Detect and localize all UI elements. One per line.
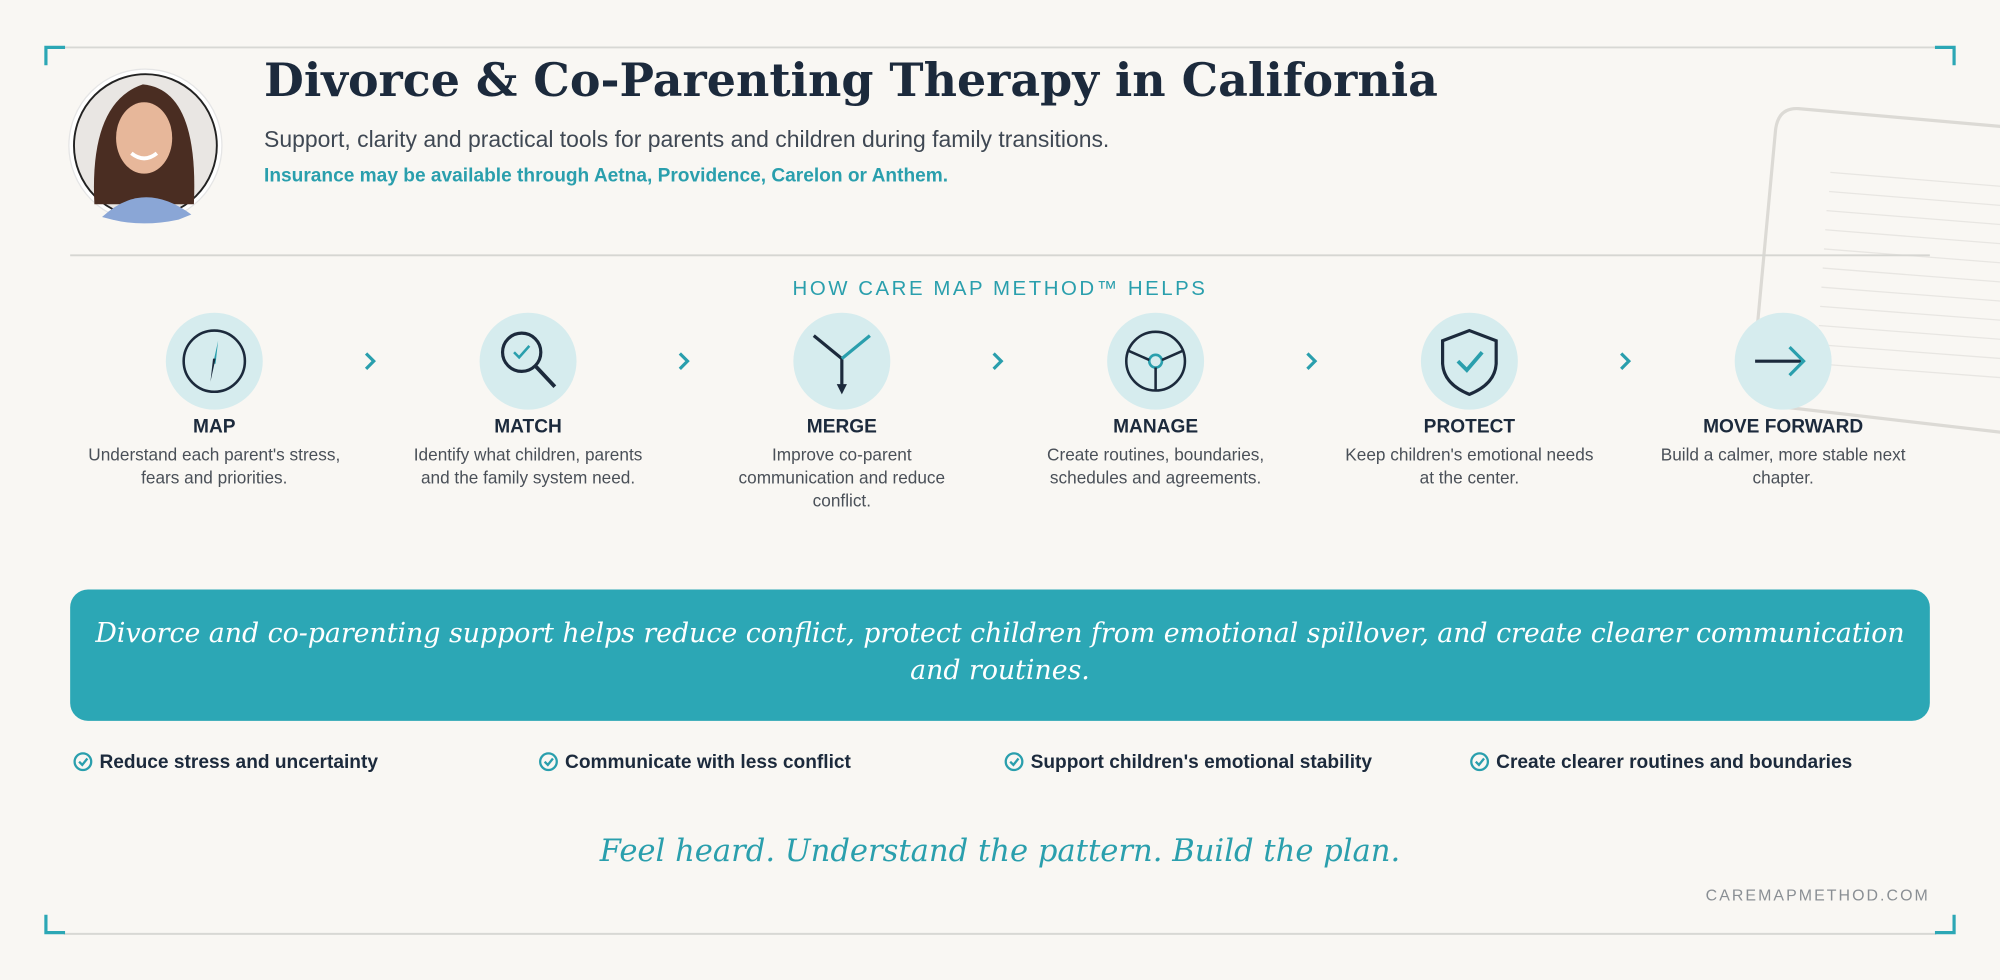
- banner-line: Divorce and co-parenting support helps r…: [94, 618, 1904, 649]
- icon-shield: [1441, 328, 1498, 397]
- step: MOVE FORWARD Build a calmer, more stable …: [1661, 312, 1906, 488]
- benefit: Reduce stress and uncertainty: [99, 752, 378, 773]
- title: Divorce & Co-Parenting Therapy in Califo…: [264, 53, 1438, 107]
- step: MANAGE Create routines, boundaries, schedu…: [1047, 312, 1264, 488]
- check-mark: [1474, 757, 1485, 767]
- method-heading: HOW CARE MAP METHOD™ HELPS: [793, 278, 1208, 300]
- step-title: MAP: [193, 417, 236, 438]
- step-title: MATCH: [494, 417, 562, 438]
- step-title: MERGE: [807, 417, 877, 438]
- website: CAREMAPMETHOD.COM: [1706, 888, 1930, 905]
- step-description: Identify what children, parents: [414, 445, 643, 465]
- step-description: schedules and agreements.: [1050, 468, 1261, 488]
- icon-check: [1456, 350, 1484, 373]
- portrait: [68, 68, 223, 224]
- steps: MAP Understand each parent's stress, fears…: [88, 312, 1906, 511]
- step-description: Create routines, boundaries,: [1047, 445, 1264, 465]
- icon-check: [513, 345, 531, 360]
- step-description: Understand each parent's stress,: [88, 445, 340, 465]
- step-title: PROTECT: [1424, 417, 1516, 438]
- step-description: Build a calmer, more stable next: [1661, 445, 1906, 465]
- check-mark: [1009, 757, 1020, 767]
- benefit: Communicate with less conflict: [565, 752, 851, 773]
- step-icon-bg: [479, 312, 577, 410]
- icon-arrowhead: [1788, 346, 1806, 377]
- check-icon: [1004, 752, 1024, 772]
- check-icon: [1470, 752, 1490, 772]
- frame: [44, 45, 1956, 935]
- step-icon-bg: [1420, 312, 1518, 410]
- step: MAP Understand each parent's stress, fears…: [88, 312, 340, 488]
- step-description: and the family system need.: [421, 468, 635, 488]
- banner-text: Divorce and co-parenting support helps r…: [94, 618, 1904, 686]
- icon-arrowhead: [836, 384, 847, 395]
- icon-spokes: [1128, 349, 1183, 391]
- step-description: communication and reduce: [739, 468, 946, 488]
- step-description: conflict.: [813, 491, 871, 511]
- step-title: MOVE FORWARD: [1703, 417, 1863, 438]
- benefit: Support children's emotional stability: [1031, 752, 1373, 773]
- chevron: [992, 352, 1004, 370]
- icon-needle: [213, 340, 219, 364]
- icon-merge: [840, 334, 871, 360]
- step-description: Keep children's emotional needs: [1345, 445, 1593, 465]
- icon-handle: [534, 364, 557, 388]
- insurance-note: Insurance may be available through Aetna…: [264, 165, 948, 186]
- banner-line: and routines.: [910, 655, 1090, 686]
- step-description: Improve co-parent: [772, 445, 912, 465]
- step: MATCH Identify what children, parents and …: [414, 312, 643, 488]
- check-mark: [543, 757, 554, 767]
- benefit: Create clearer routines and boundaries: [1496, 752, 1852, 773]
- icon-lens: [500, 331, 543, 373]
- check-mark: [78, 757, 89, 767]
- step: MERGE Improve co-parent communication and …: [739, 312, 946, 511]
- icon-needle: [210, 358, 216, 382]
- tagline: Feel heard. Understand the pattern. Buil…: [599, 834, 1400, 869]
- benefits: Reduce stress and uncertainty Communicate…: [73, 752, 1852, 773]
- step-icon-bg: [1107, 312, 1205, 410]
- icon-ring: [182, 329, 247, 394]
- chevron: [364, 352, 376, 370]
- step-title: MANAGE: [1113, 417, 1198, 438]
- chevron: [1306, 352, 1318, 370]
- subtitle: Support, clarity and practical tools for…: [264, 126, 1109, 152]
- step-description: fears and priorities.: [141, 468, 287, 488]
- chevron: [1620, 352, 1632, 370]
- check-icon: [73, 752, 93, 772]
- banner: [70, 589, 1930, 721]
- check-icon: [539, 752, 558, 772]
- step-description: at the center.: [1420, 468, 1519, 488]
- step-description: chapter.: [1753, 468, 1814, 488]
- step: PROTECT Keep children's emotional needs at…: [1345, 312, 1593, 488]
- chevron: [678, 352, 690, 370]
